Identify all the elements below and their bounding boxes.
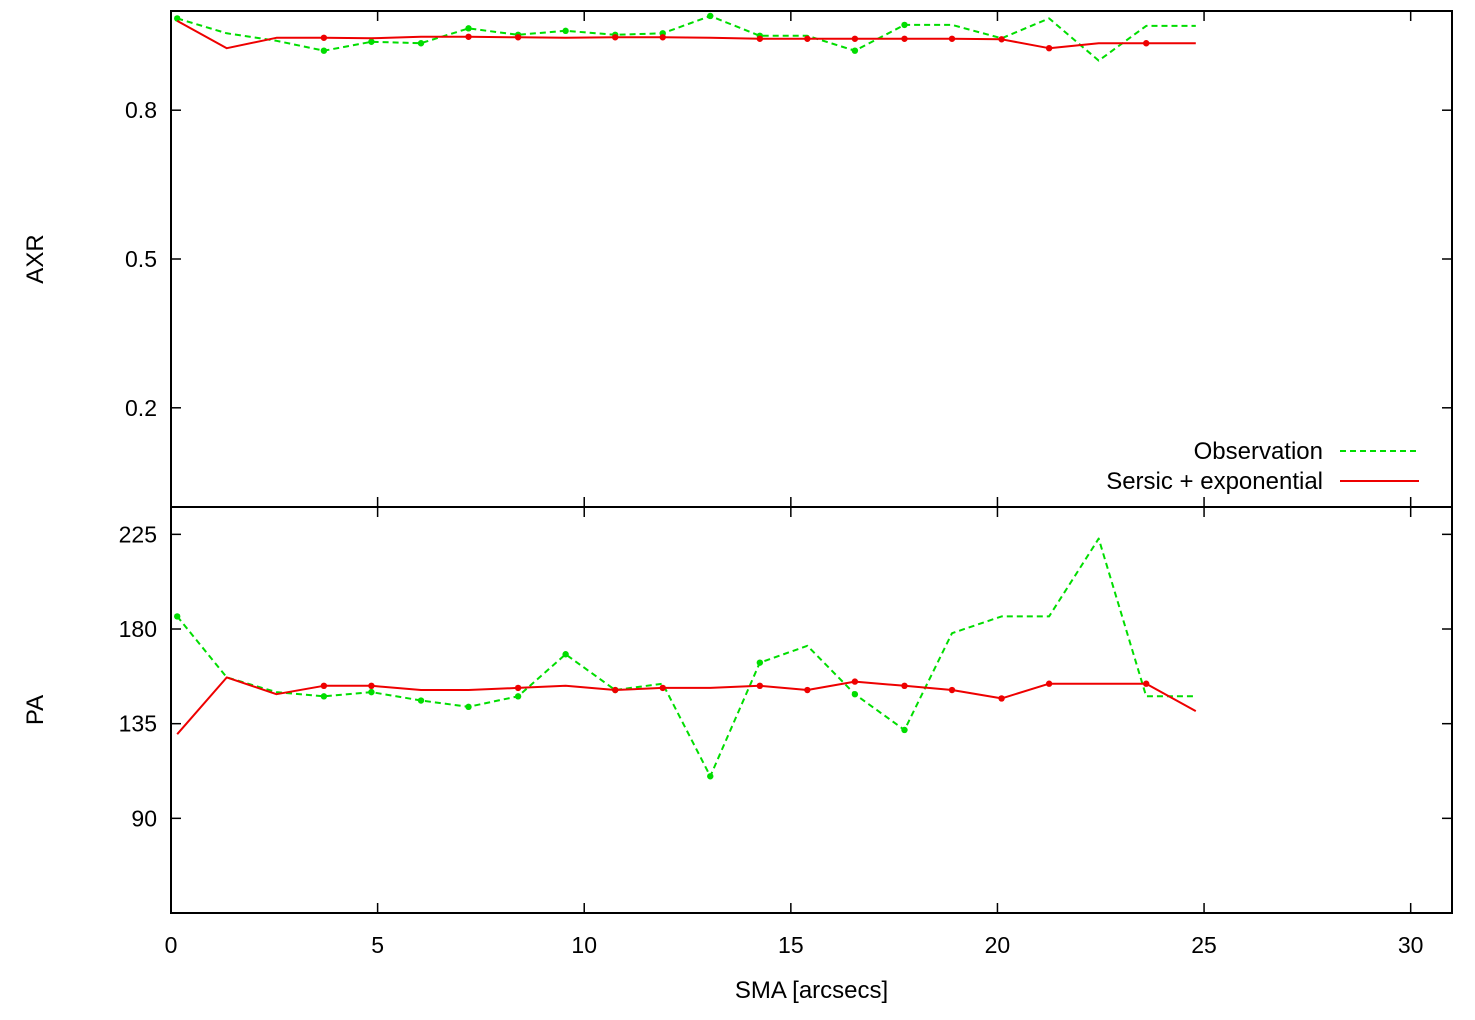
- data-point-observation: [417, 697, 425, 704]
- data-point-observation: [756, 659, 764, 666]
- series-line-sersic-exponential: [176, 20, 1196, 50]
- data-point-sersic-exponential: [659, 684, 666, 692]
- data-point-sersic-exponential: [659, 34, 666, 41]
- data-point-sersic-exponential: [1143, 680, 1150, 687]
- data-point-sersic-exponential: [948, 35, 956, 42]
- data-point-sersic-exponential: [998, 695, 1005, 702]
- panel-bottom: [170, 506, 1453, 914]
- y-axis-title: PA: [22, 695, 49, 725]
- x-axis-title: SMA [arcsecs]: [735, 977, 888, 1004]
- data-point-sersic-exponential: [1045, 45, 1053, 52]
- data-point-sersic-exponential: [851, 678, 859, 685]
- data-point-sersic-exponential: [465, 33, 472, 40]
- data-point-observation: [707, 773, 714, 780]
- data-point-sersic-exponential: [514, 684, 522, 692]
- x-tick-label: 5: [371, 932, 384, 958]
- y-tick-label: 90: [131, 805, 157, 831]
- data-point-observation: [562, 651, 569, 658]
- data-point-observation: [368, 38, 375, 45]
- data-point-observation: [901, 21, 908, 29]
- data-point-observation: [465, 703, 472, 711]
- series-line-observation: [176, 15, 1196, 62]
- data-point-sersic-exponential: [320, 34, 328, 41]
- data-point-sersic-exponential: [901, 35, 908, 42]
- data-point-sersic-exponential: [948, 686, 956, 694]
- data-point-observation: [465, 25, 472, 32]
- panel-top: [170, 10, 1453, 508]
- data-point-sersic-exponential: [998, 36, 1005, 43]
- data-point-sersic-exponential: [514, 34, 522, 41]
- y-axis-title: AXR: [22, 234, 49, 283]
- data-point-observation: [562, 27, 569, 35]
- x-tick-label: 20: [985, 932, 1011, 958]
- x-tick-label: 15: [778, 932, 804, 958]
- data-point-observation: [707, 12, 714, 20]
- y-tick-label: 0.2: [125, 395, 157, 421]
- data-point-sersic-exponential: [804, 35, 811, 42]
- series-line-observation: [176, 537, 1196, 778]
- y-tick-label: 180: [119, 616, 157, 642]
- data-point-sersic-exponential: [612, 686, 619, 694]
- data-point-observation: [514, 693, 522, 700]
- x-tick-label: 0: [165, 932, 178, 958]
- legend-label: Observation: [1194, 438, 1323, 465]
- data-point-sersic-exponential: [368, 682, 375, 690]
- x-tick-label: 10: [571, 932, 597, 958]
- data-point-sersic-exponential: [1143, 40, 1150, 47]
- data-point-sersic-exponential: [756, 35, 764, 42]
- data-point-sersic-exponential: [320, 682, 328, 690]
- data-point-sersic-exponential: [756, 682, 764, 690]
- data-point-sersic-exponential: [851, 35, 859, 42]
- data-point-observation: [320, 47, 328, 54]
- data-point-sersic-exponential: [1045, 680, 1053, 687]
- y-tick-label: 225: [119, 521, 157, 547]
- data-point-sersic-exponential: [804, 686, 811, 694]
- data-point-observation: [417, 40, 425, 47]
- plot-frame-top: [170, 10, 1453, 508]
- data-point-sersic-exponential: [612, 34, 619, 41]
- data-point-observation: [320, 693, 328, 700]
- y-tick-label: 0.8: [125, 97, 157, 123]
- data-point-observation: [901, 726, 908, 734]
- plot-frame-bottom: [170, 506, 1453, 914]
- data-point-observation: [851, 47, 859, 54]
- data-point-sersic-exponential: [901, 682, 908, 690]
- y-tick-label: 135: [119, 711, 157, 737]
- data-point-observation: [173, 613, 181, 620]
- x-tick-label: 25: [1191, 932, 1217, 958]
- series-line-sersic-exponential: [176, 676, 1197, 735]
- data-point-observation: [368, 688, 375, 696]
- x-tick-label: 30: [1398, 932, 1424, 958]
- data-point-observation: [851, 691, 859, 698]
- data-point-observation: [173, 15, 181, 22]
- legend-label: Sersic + exponential: [1106, 468, 1323, 495]
- y-tick-label: 0.5: [125, 246, 157, 272]
